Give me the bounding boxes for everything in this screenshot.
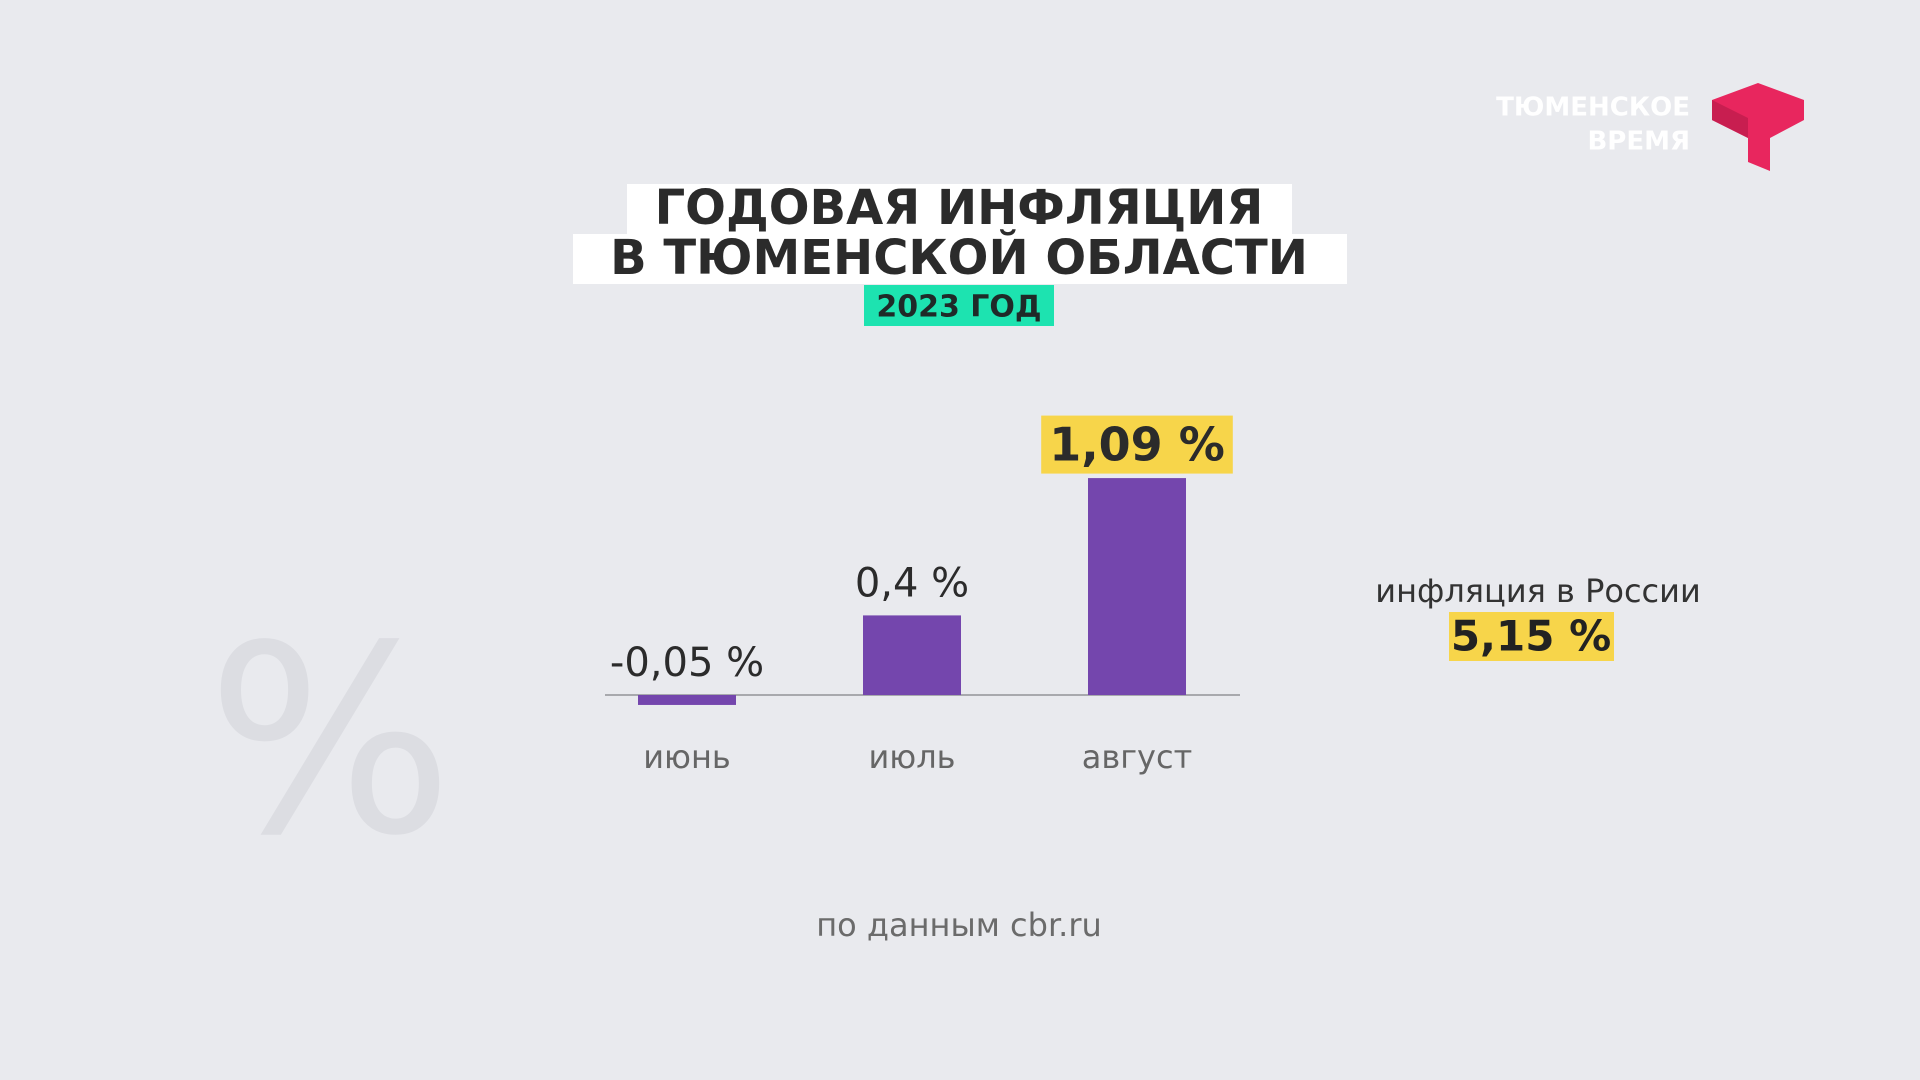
title-bg	[627, 184, 1292, 236]
x-tick-label: июль	[868, 738, 955, 776]
annotation-value: 5,15 %	[1451, 612, 1611, 661]
logo-icon	[1712, 83, 1804, 171]
value-label: 1,09 %	[1049, 418, 1225, 472]
logo-text: ТЮМЕНСКОЕ	[1496, 93, 1690, 123]
bar	[1088, 478, 1186, 695]
bar	[638, 695, 736, 705]
value-label: -0,05 %	[610, 640, 764, 686]
logo-text: ВРЕМЯ	[1587, 127, 1690, 157]
value-label: 0,4 %	[855, 560, 969, 606]
annotation-bg	[1449, 612, 1614, 661]
decor-percent: %	[206, 591, 453, 893]
title-bg	[573, 234, 1347, 284]
annotation-label: инфляция в России	[1375, 572, 1700, 610]
x-tick-label: август	[1082, 738, 1192, 776]
subtitle-bg	[864, 285, 1054, 326]
chart-title: ГОДОВАЯ ИНФЛЯЦИЯ	[655, 180, 1264, 236]
source-note: по данным cbr.ru	[816, 906, 1102, 944]
chart-subtitle: 2023 ГОД	[876, 290, 1041, 325]
chart-title: В ТЮМЕНСКОЙ ОБЛАСТИ	[610, 229, 1308, 286]
x-tick-label: июнь	[643, 738, 731, 776]
bar	[863, 615, 961, 695]
value-label-bg	[1041, 415, 1233, 474]
logo-icon-shade	[1712, 100, 1748, 138]
